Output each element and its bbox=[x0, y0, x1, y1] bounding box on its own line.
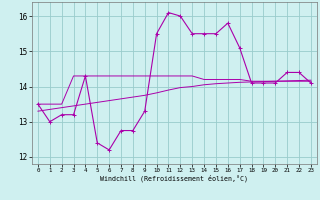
X-axis label: Windchill (Refroidissement éolien,°C): Windchill (Refroidissement éolien,°C) bbox=[100, 175, 248, 182]
